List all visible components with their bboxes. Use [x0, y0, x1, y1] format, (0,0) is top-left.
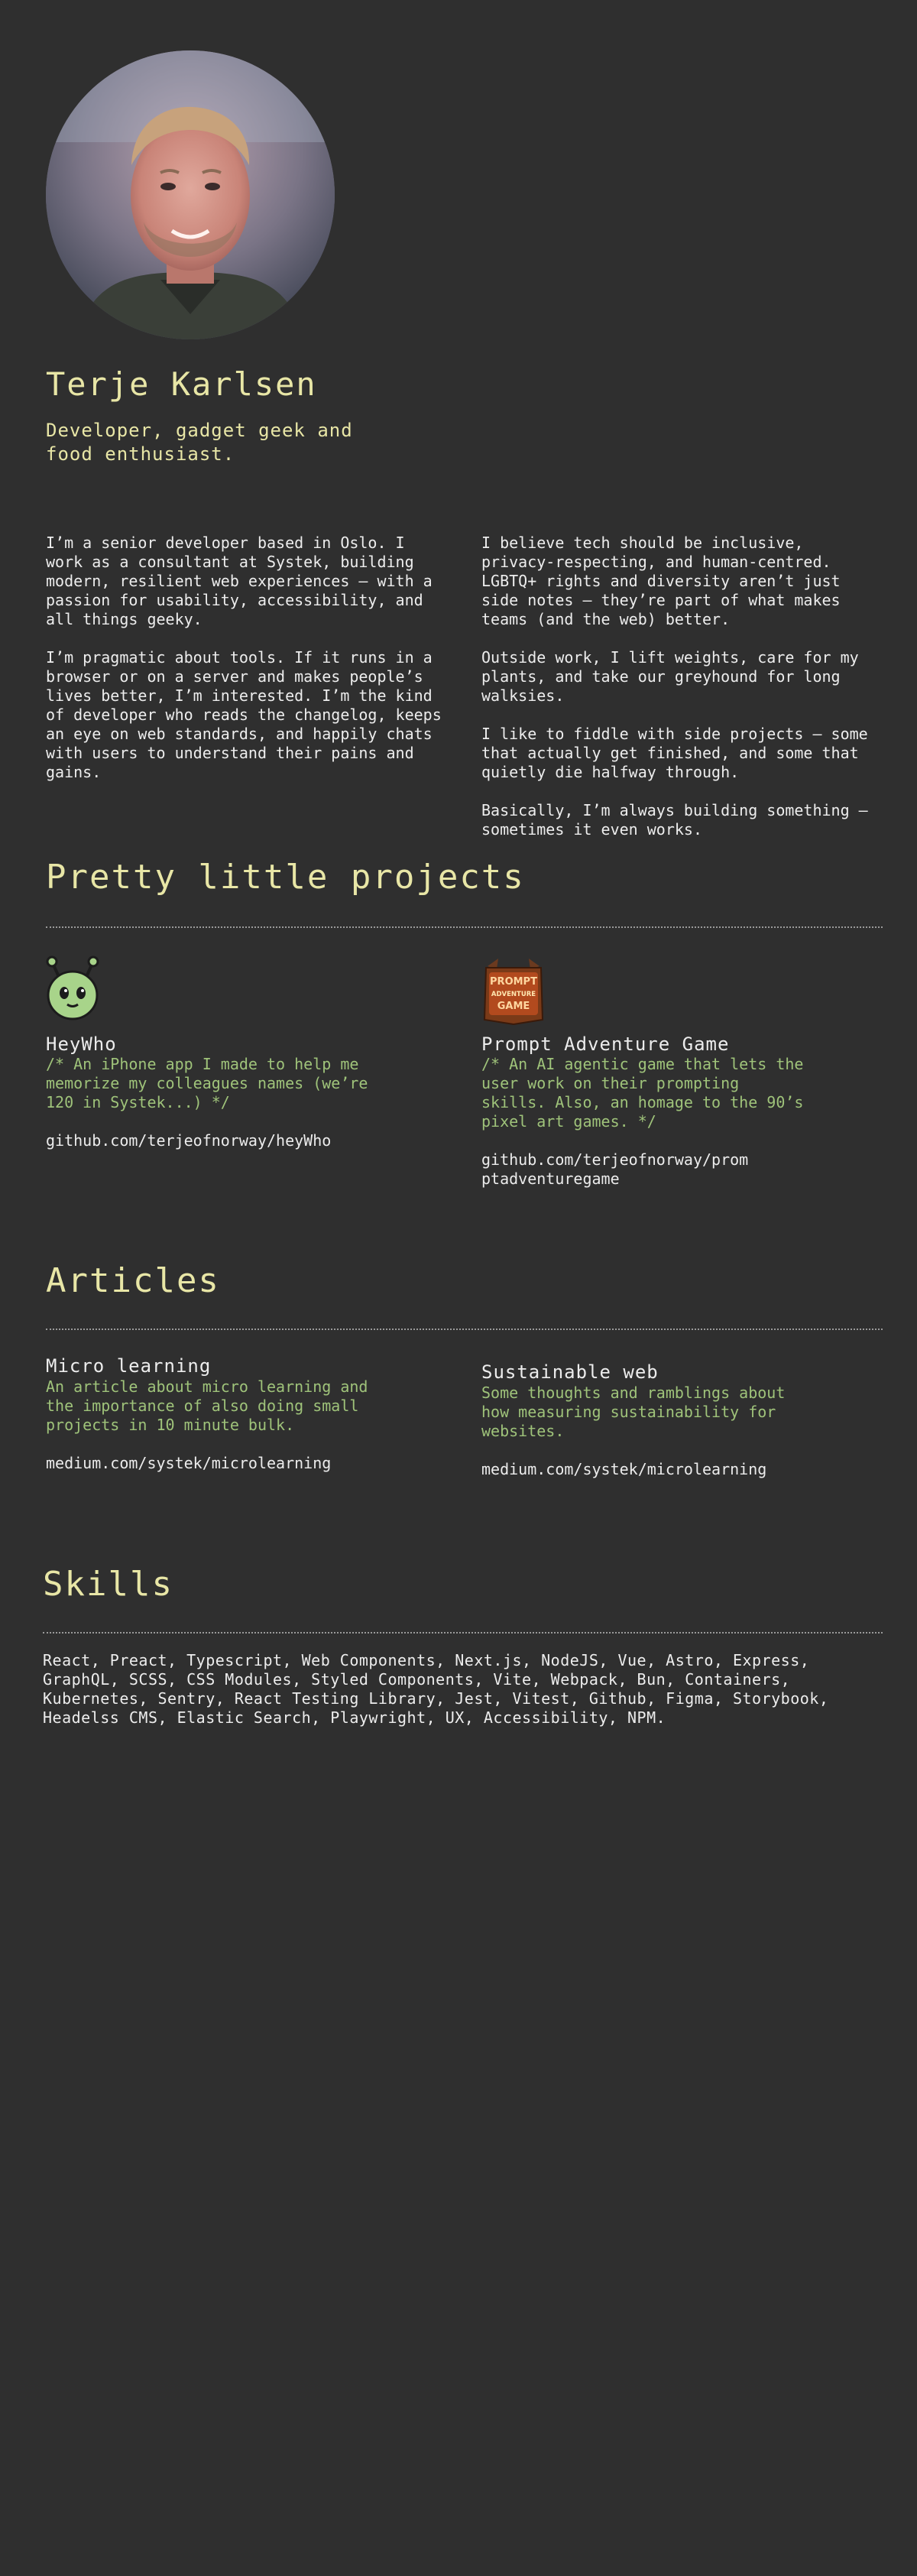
bio-paragraph: Outside work, I lift weights, care for m… [481, 648, 859, 705]
article-title[interactable]: Micro learning [46, 1355, 212, 1377]
skills-divider [43, 1632, 883, 1634]
project-link[interactable]: github.com/terjeofnorway/promptadventure… [481, 1150, 749, 1188]
page-title: Terje Karlsen [46, 365, 317, 403]
bio-paragraph: I like to fiddle with side projects — so… [481, 725, 868, 781]
tagline: Developer, gadget geek and food enthusia… [46, 420, 353, 465]
skills-heading: Skills [43, 1565, 173, 1604]
skills-list: React, Preact, Typescript, Web Component… [43, 1651, 829, 1727]
bio-left-column: I’m a senior developer based in Oslo. I … [46, 534, 443, 801]
articles-divider [46, 1329, 883, 1330]
articles-heading: Articles [46, 1261, 220, 1300]
svg-text:PROMPT: PROMPT [490, 976, 537, 988]
profile-photo-illustration [46, 50, 335, 339]
profile-photo [46, 50, 335, 339]
bio-paragraph: I’m a senior developer based in Oslo. I … [46, 534, 433, 628]
bio-paragraph: I’m pragmatic about tools. If it runs in… [46, 648, 442, 781]
project-description: /* An AI agentic game that lets the user… [481, 1055, 804, 1131]
article-link[interactable]: medium.com/systek/microlearning [46, 1454, 332, 1472]
article-description: An article about micro learning and the … [46, 1377, 368, 1434]
prompt-adventure-game-logo: PROMPT ADVENTURE GAME [483, 959, 544, 1026]
project-card-heywho [46, 955, 99, 1024]
projects-heading: Pretty little projects [46, 858, 525, 897]
bio-right-column: I believe tech should be inclusive, priv… [481, 534, 879, 858]
bio-paragraph: Basically, I’m always building something… [481, 801, 868, 839]
article-description: Some thoughts and ramblings about how me… [481, 1384, 786, 1440]
project-title[interactable]: HeyWho [46, 1033, 117, 1055]
article-title[interactable]: Sustainable web [481, 1361, 659, 1383]
article-link[interactable]: medium.com/systek/microlearning [481, 1460, 767, 1478]
svg-text:ADVENTURE: ADVENTURE [491, 991, 536, 998]
bio-paragraph: I believe tech should be inclusive, priv… [481, 534, 841, 628]
project-link[interactable]: github.com/terjeofnorway/heyWho [46, 1131, 332, 1150]
project-card-prompt-adventure: PROMPT ADVENTURE GAME [481, 955, 546, 1029]
svg-text:GAME: GAME [497, 1001, 530, 1012]
project-description: /* An iPhone app I made to help me memor… [46, 1055, 368, 1111]
alien-icon [46, 955, 99, 1020]
projects-divider [46, 926, 883, 928]
project-title[interactable]: Prompt Adventure Game [481, 1033, 730, 1055]
